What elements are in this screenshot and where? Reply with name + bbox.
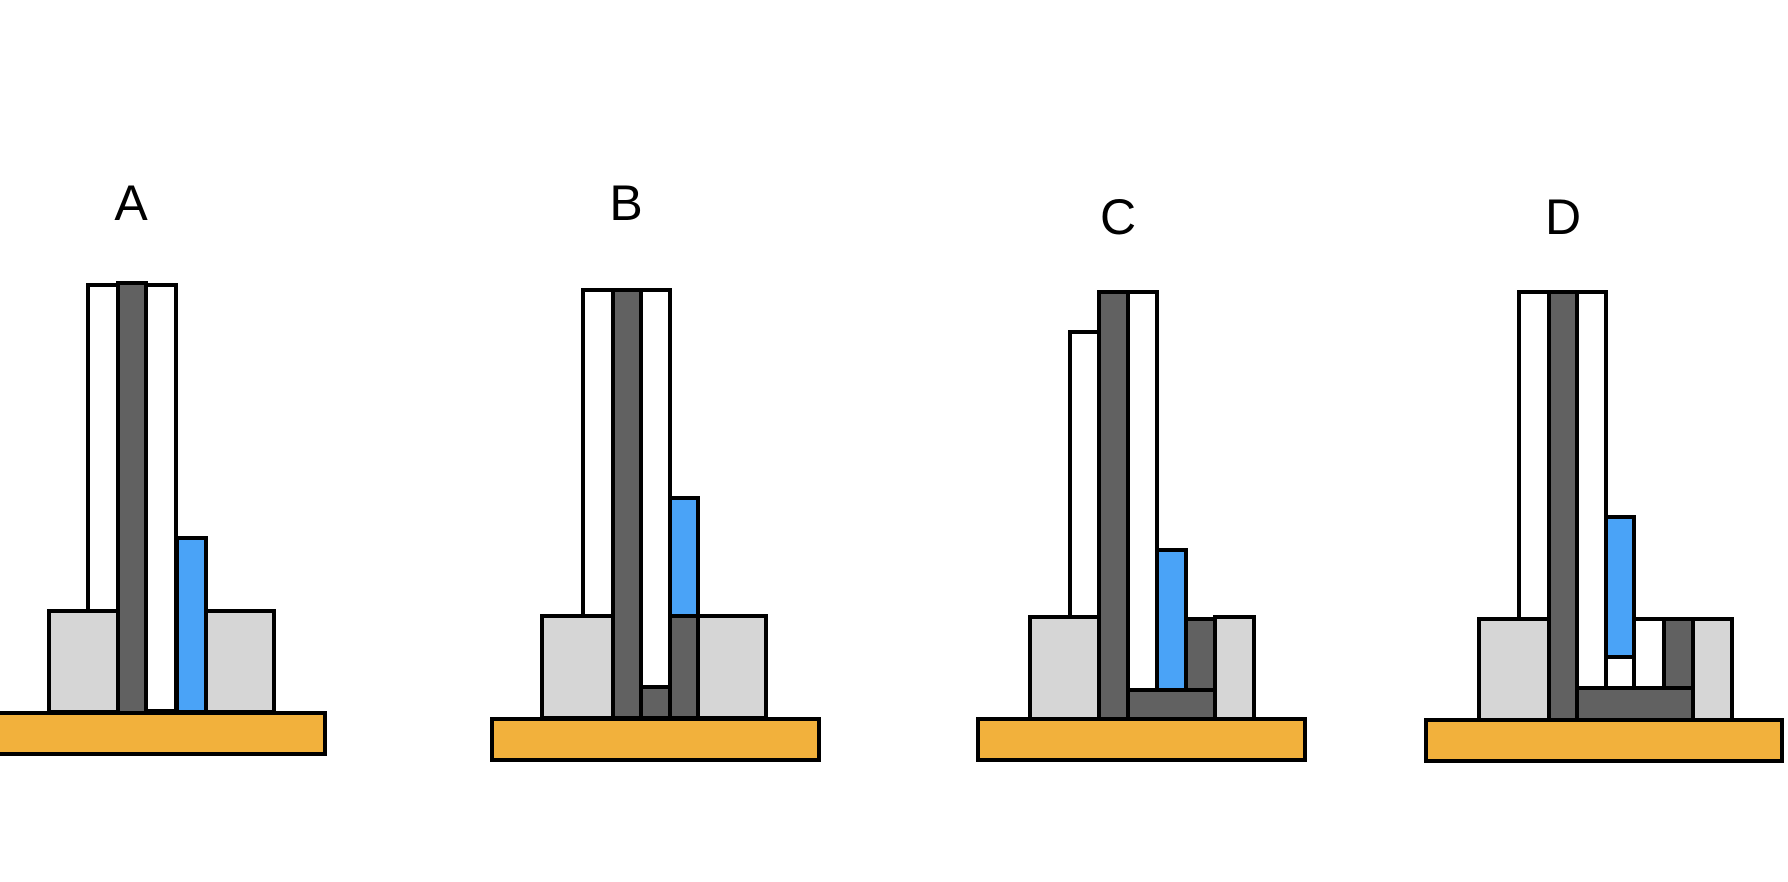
panel-d-label: D xyxy=(1545,189,1581,245)
panel-d-white-stub xyxy=(1604,655,1636,692)
panel-d-support-left xyxy=(1477,617,1551,722)
panel-b-dark-rod xyxy=(611,288,643,720)
panel-a: A xyxy=(0,175,327,756)
panel-a-white-column-right xyxy=(144,283,178,713)
panel-a-base-plate xyxy=(0,711,327,756)
panel-b-dark-block xyxy=(668,614,700,720)
panel-b-dark-foot xyxy=(639,685,672,720)
panel-d-blue-column xyxy=(1604,515,1636,659)
panel-d-base-plate xyxy=(1424,718,1784,763)
panel-c-dark-tray xyxy=(1126,688,1217,722)
panel-c-support-left xyxy=(1028,615,1101,722)
panel-a-label: A xyxy=(114,175,148,231)
panel-c-support-right xyxy=(1213,615,1256,722)
panel-c: C xyxy=(976,189,1307,762)
panel-c-label: C xyxy=(1100,189,1136,245)
panel-d: D xyxy=(1424,189,1784,763)
panel-d-dark-rod xyxy=(1547,290,1579,722)
panel-a-blue-column xyxy=(175,536,208,714)
panel-b: B xyxy=(490,175,821,762)
panel-b-label: B xyxy=(609,175,642,231)
panel-c-blue-column xyxy=(1155,548,1188,692)
panel-d-white-column-right xyxy=(1575,290,1608,692)
panel-a-support-left xyxy=(47,609,120,714)
panel-b-base-plate xyxy=(490,717,821,762)
panel-d-dark-tray xyxy=(1575,686,1695,722)
panel-b-support-left xyxy=(540,614,615,720)
panel-b-support-right xyxy=(696,614,768,720)
panel-a-dark-rod xyxy=(116,281,148,715)
panel-d-white-spacer xyxy=(1632,617,1666,692)
panel-a-support-right xyxy=(204,609,276,714)
panel-c-white-column-right xyxy=(1126,290,1159,692)
panel-d-support-right xyxy=(1691,617,1734,722)
panel-b-white-column-right xyxy=(639,288,672,718)
panel-c-dark-rod xyxy=(1097,290,1130,722)
panel-c-dark-block xyxy=(1184,617,1217,692)
panel-d-dark-block xyxy=(1662,617,1695,692)
panel-c-base-plate xyxy=(976,717,1307,762)
panel-b-blue-column xyxy=(668,496,700,618)
